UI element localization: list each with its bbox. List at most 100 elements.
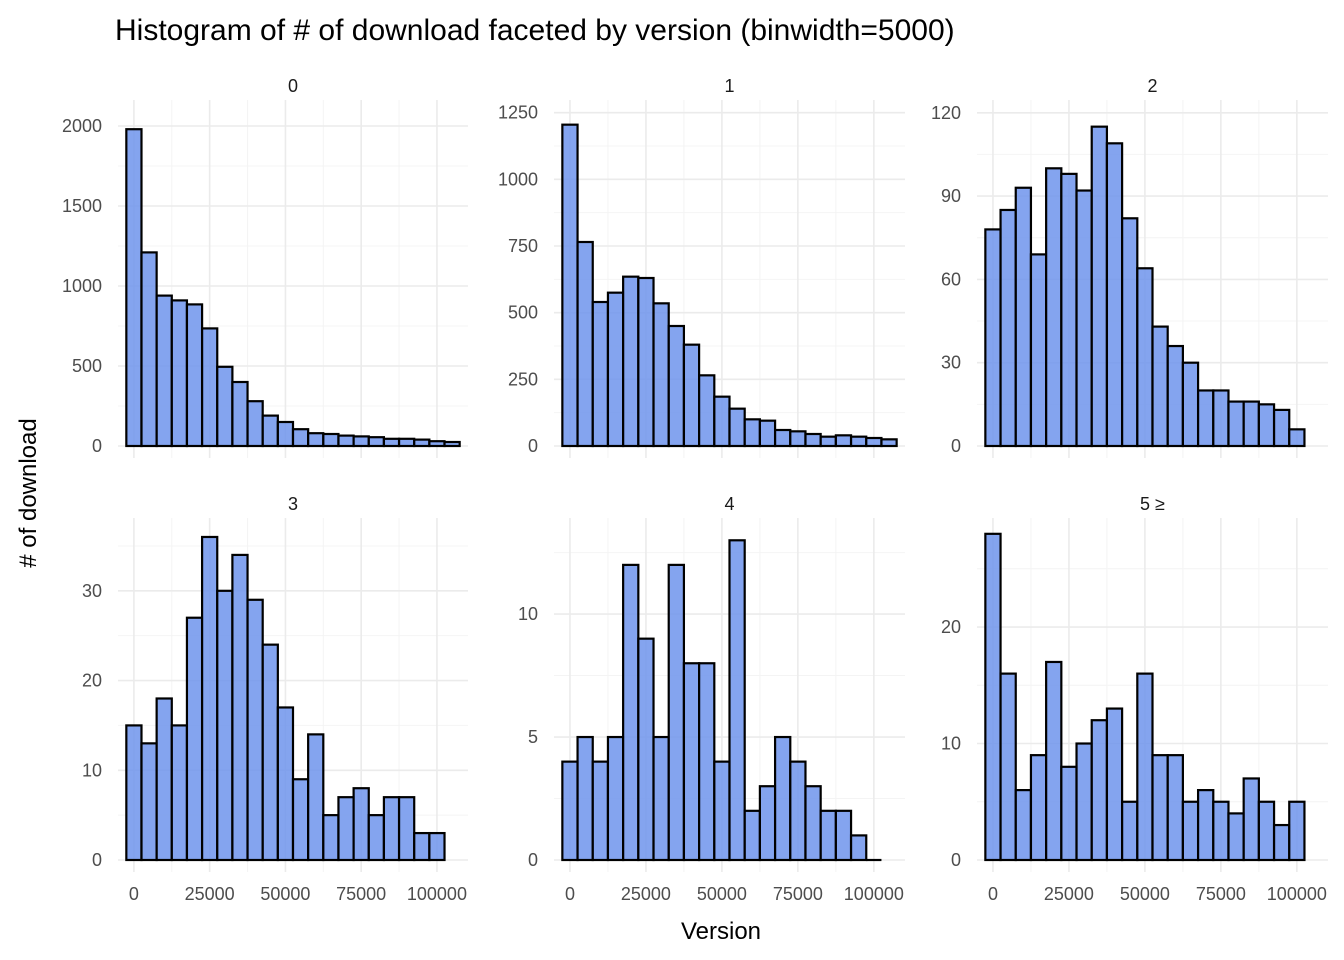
y-tick-label: 90 bbox=[941, 186, 961, 206]
histogram-bar bbox=[1227, 400, 1245, 448]
histogram-bar bbox=[789, 760, 807, 862]
histogram-bar bbox=[367, 814, 386, 862]
histogram-bar bbox=[591, 760, 610, 862]
histogram-bar bbox=[773, 735, 792, 862]
y-tick-label: 1500 bbox=[62, 196, 102, 216]
facet-panel: 0 250 500 750 1000 1250 1 bbox=[498, 76, 905, 458]
x-tick-label: 75000 bbox=[773, 884, 823, 904]
histogram-bar bbox=[1196, 789, 1215, 862]
histogram-bar bbox=[984, 532, 1002, 862]
y-tick-label: 30 bbox=[941, 353, 961, 373]
x-tick-label: 25000 bbox=[1044, 884, 1094, 904]
histogram-bar bbox=[682, 343, 701, 448]
y-tick-label: 500 bbox=[508, 303, 538, 323]
y-tick-label: 0 bbox=[92, 850, 102, 870]
x-tick-label: 50000 bbox=[1120, 884, 1170, 904]
histogram-bar bbox=[1136, 267, 1154, 448]
y-tick-label: 5 bbox=[528, 727, 538, 747]
histogram-bar bbox=[1014, 789, 1033, 862]
histogram-bar bbox=[261, 643, 279, 862]
y-tick-label: 1000 bbox=[498, 169, 538, 189]
histogram-bar bbox=[728, 539, 746, 862]
x-tick-label: 25000 bbox=[621, 884, 671, 904]
histogram-bar bbox=[880, 438, 898, 448]
histogram-bar bbox=[984, 228, 1002, 448]
histogram-bar bbox=[728, 407, 746, 448]
histogram-bar bbox=[1242, 400, 1260, 448]
y-tick-label: 120 bbox=[931, 103, 961, 123]
histogram-bar bbox=[1181, 361, 1200, 448]
histogram-bar bbox=[1166, 344, 1184, 448]
histogram-bar bbox=[1014, 186, 1033, 448]
histogram-bar bbox=[713, 760, 731, 862]
histogram-bar bbox=[1151, 754, 1169, 862]
x-tick-label: 25000 bbox=[185, 884, 235, 904]
histogram-bar bbox=[352, 787, 370, 862]
histogram-bar bbox=[307, 432, 325, 448]
y-tick-label: 1000 bbox=[62, 276, 102, 296]
x-tick-label: 100000 bbox=[1267, 884, 1327, 904]
histogram-bar bbox=[1029, 253, 1048, 448]
facet-label: 1 bbox=[724, 76, 734, 96]
histogram-bar bbox=[1075, 189, 1093, 448]
y-tick-label: 250 bbox=[508, 369, 538, 389]
y-tick-label: 30 bbox=[82, 581, 102, 601]
histogram-bar bbox=[606, 291, 625, 448]
histogram-bar bbox=[155, 697, 173, 862]
histogram-bar bbox=[246, 400, 264, 448]
y-tick-label: 500 bbox=[72, 356, 102, 376]
y-tick-label: 0 bbox=[951, 436, 961, 456]
histogram-bar bbox=[591, 300, 610, 448]
histogram-bar bbox=[1136, 672, 1154, 862]
histogram-bar bbox=[231, 380, 249, 448]
histogram-bar bbox=[561, 123, 579, 448]
histogram-bar bbox=[1045, 167, 1063, 448]
histogram-bar bbox=[155, 294, 173, 448]
histogram-bar bbox=[246, 598, 264, 862]
histogram-bar bbox=[1242, 777, 1260, 862]
histogram-bar bbox=[276, 706, 295, 862]
histogram-bar bbox=[1029, 754, 1048, 862]
histogram-bar bbox=[819, 435, 837, 448]
histogram-bar bbox=[622, 275, 640, 448]
x-tick-label: 0 bbox=[565, 884, 575, 904]
histogram-bar bbox=[698, 374, 716, 448]
facet-label: 2 bbox=[1147, 76, 1157, 96]
histogram-bar bbox=[185, 303, 204, 448]
y-tick-label: 10 bbox=[518, 604, 538, 624]
histogram-bar bbox=[140, 742, 158, 862]
facet-panel: 0 10 20 5 ≥ 0 25000 50000 75000 100000 bbox=[941, 494, 1328, 904]
facet-panel: 0 500 1000 1500 2000 0 bbox=[62, 76, 468, 458]
histogram-bar bbox=[1060, 172, 1078, 448]
y-tick-label: 750 bbox=[508, 236, 538, 256]
histogram-bar bbox=[667, 324, 686, 448]
histogram-bar bbox=[999, 208, 1017, 448]
y-tick-label: 0 bbox=[528, 436, 538, 456]
histogram-bar bbox=[125, 128, 143, 448]
histogram-bar bbox=[1212, 389, 1230, 448]
histogram-bar bbox=[382, 437, 401, 448]
histogram-bar bbox=[637, 637, 655, 862]
x-tick-label: 50000 bbox=[260, 884, 310, 904]
x-tick-label: 100000 bbox=[407, 884, 467, 904]
histogram-bar bbox=[1105, 142, 1124, 448]
histogram-bar bbox=[185, 616, 204, 862]
histogram-bar bbox=[307, 733, 325, 862]
histogram-bar bbox=[773, 428, 792, 448]
histogram-bar bbox=[413, 438, 431, 448]
histogram-bar bbox=[606, 735, 625, 862]
histogram-bar bbox=[276, 420, 295, 448]
histogram-bar bbox=[743, 418, 761, 448]
histogram-bar bbox=[834, 809, 853, 862]
histogram-bar bbox=[200, 327, 219, 448]
x-tick-label: 75000 bbox=[336, 884, 386, 904]
histogram-bar bbox=[804, 785, 822, 862]
facet-label: 3 bbox=[288, 494, 298, 514]
histogram-bar bbox=[819, 809, 837, 862]
histogram-bar bbox=[789, 430, 807, 448]
facet-panel: 0 5 10 4 0 25000 50000 75000 100000 bbox=[518, 494, 905, 904]
histogram-bar bbox=[337, 434, 355, 448]
histogram-bar bbox=[125, 724, 143, 862]
x-tick-label: 0 bbox=[129, 884, 139, 904]
histogram-bar bbox=[622, 563, 640, 862]
